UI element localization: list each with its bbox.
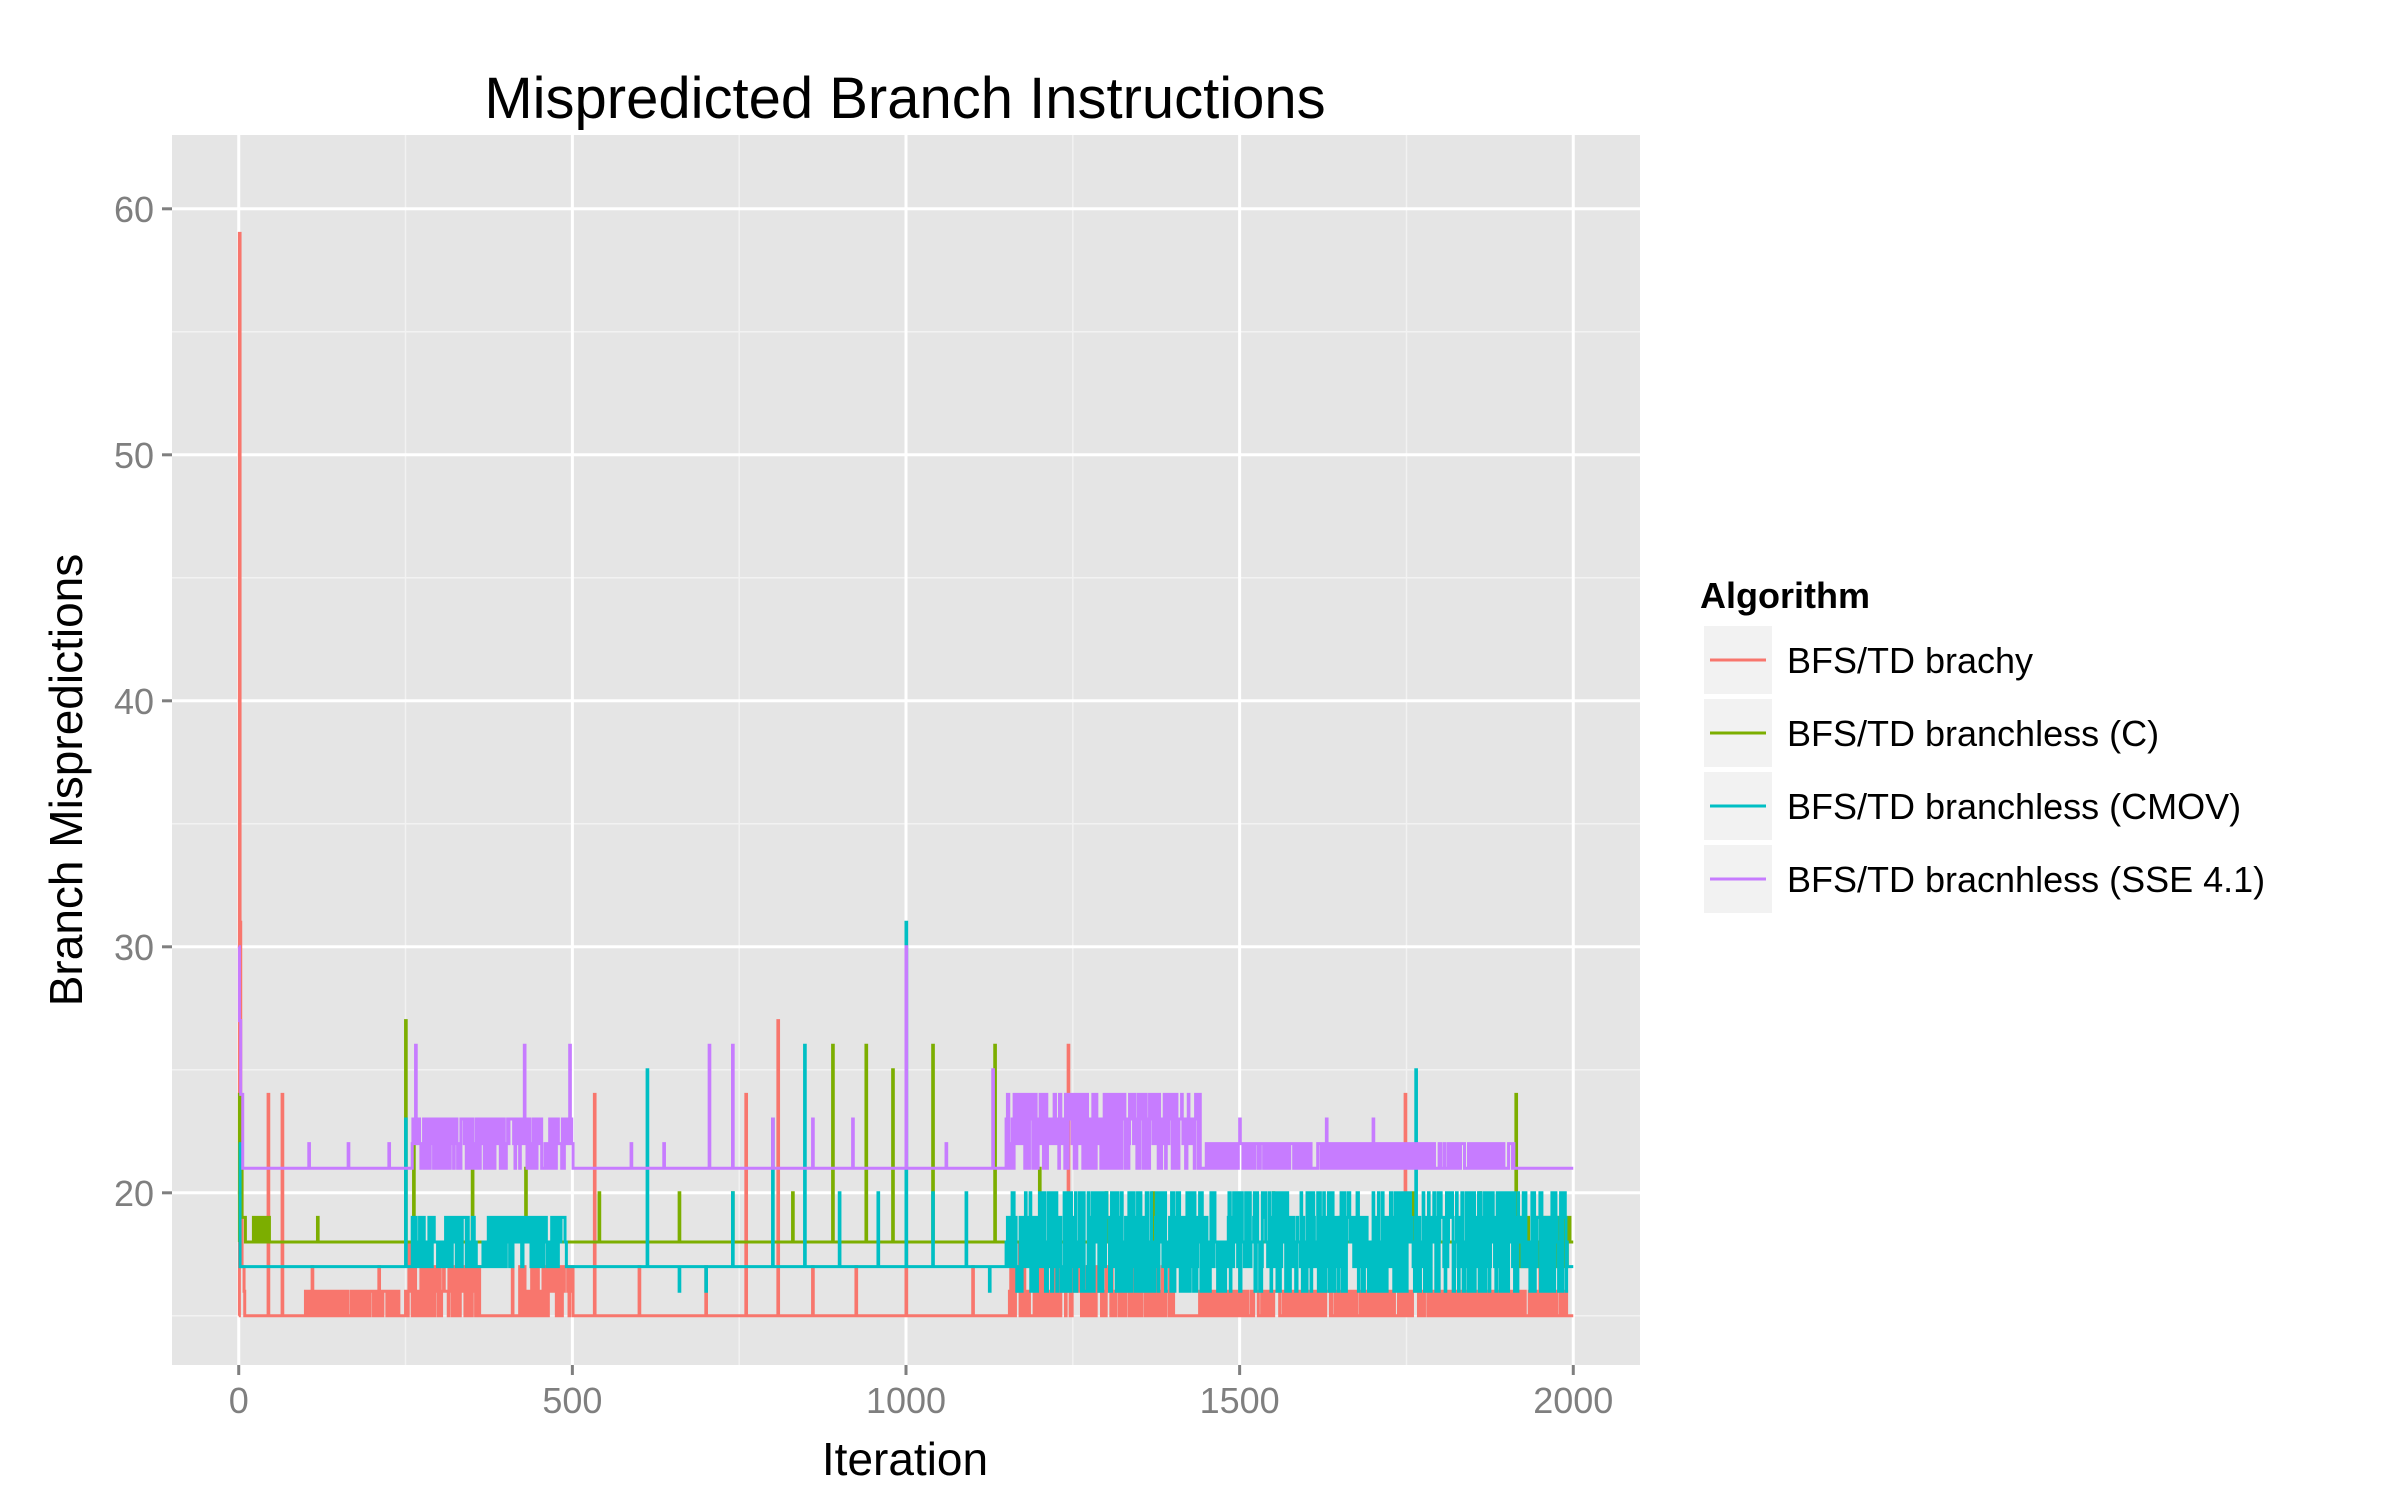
chart-title: Mispredicted Branch Instructions: [484, 66, 1325, 131]
axes: 0 500 1000 1500 2000 20 30 40 50 60: [114, 189, 1613, 1421]
y-tick-label: 60: [114, 189, 154, 230]
legend-label: BFS/TD brachy: [1787, 640, 2033, 681]
x-tick-label: 500: [542, 1380, 602, 1421]
legend-title: Algorithm: [1700, 575, 1870, 616]
x-tick-label: 1000: [866, 1380, 946, 1421]
x-tick-label: 0: [229, 1380, 249, 1421]
x-tick-label: 1500: [1200, 1380, 1280, 1421]
y-tick-label: 30: [114, 927, 154, 968]
y-tick-label: 40: [114, 681, 154, 722]
plot-panel: [172, 135, 1640, 1365]
series-line: [238, 920, 1574, 1293]
x-tick-label: 2000: [1533, 1380, 1613, 1421]
legend: Algorithm BFS/TD brachy BFS/TD branchless…: [1700, 575, 2265, 915]
legend-label: BFS/TD branchless (C): [1787, 713, 2159, 754]
legend-label: BFS/TD bracnhless (SSE 4.1): [1787, 859, 2265, 900]
series-line: [237, 945, 1574, 1170]
x-axis-title: Iteration: [822, 1433, 988, 1485]
y-axis-title: Branch Mispredictions: [40, 554, 92, 1007]
y-tick-label: 20: [114, 1173, 154, 1214]
y-tick-label: 50: [114, 435, 154, 476]
legend-label: BFS/TD branchless (CMOV): [1787, 786, 2241, 827]
